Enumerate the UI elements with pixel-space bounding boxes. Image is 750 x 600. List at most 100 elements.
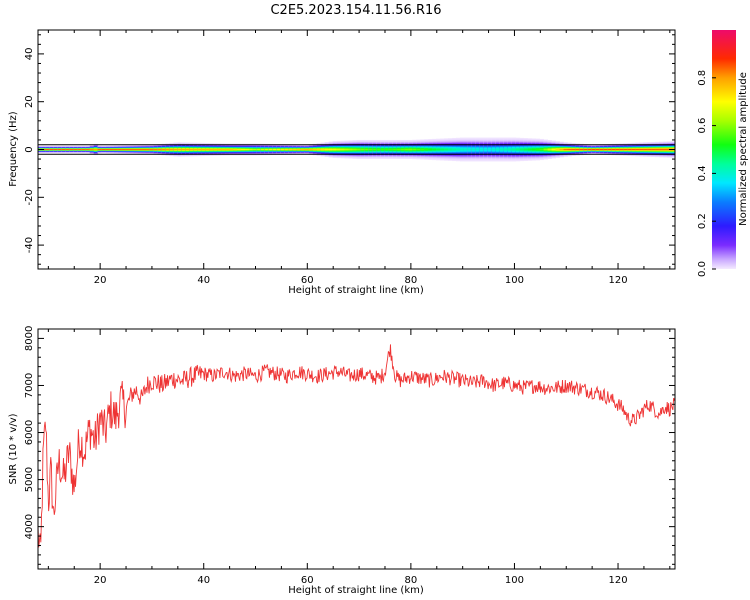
spectrogram-y-tick-label: 20 <box>24 95 35 108</box>
snr-y-tick-label: 5000 <box>24 467 35 492</box>
spectrogram-cell <box>396 149 401 151</box>
colorbar-ticks: 0.0 0.2 0.4 0.6 0.8 <box>697 70 716 277</box>
spectrogram-cell <box>356 149 361 151</box>
spectrogram-cell <box>300 149 306 151</box>
spectrogram-cell <box>571 149 576 151</box>
spectrogram-cell <box>105 149 111 151</box>
spectrogram-cell <box>292 149 298 151</box>
spectrogram-cell <box>444 149 449 151</box>
spectrogram-cell <box>197 149 202 151</box>
spectrogram-cell <box>555 149 560 151</box>
spectrogram-cell <box>205 149 210 151</box>
snr-axes: 20 40 60 80 100 120 4000 5000 6000 7000 8000 <box>24 326 675 586</box>
spectrogram-cell <box>260 149 266 151</box>
snr-y-label: SNR (10 * v/v) <box>8 413 19 484</box>
spectrogram-cell <box>639 149 644 151</box>
spectrogram-cell <box>511 149 517 151</box>
snr-y-tick-label: 6000 <box>24 420 35 445</box>
spectrogram-cell <box>85 149 91 151</box>
spectrogram-cell <box>527 149 533 151</box>
snr-x-tick-label: 80 <box>405 575 418 586</box>
spectrogram-cell <box>360 149 365 151</box>
spectrogram-cell <box>209 149 214 151</box>
spectrogram-cell <box>241 149 246 151</box>
spectrogram-cell <box>531 149 537 151</box>
spectrogram-cell <box>57 149 63 151</box>
spectrogram-cell <box>424 149 429 151</box>
snr-x-tick-label: 60 <box>301 575 314 586</box>
spectrogram-cell <box>547 149 552 151</box>
spectrogram-x-tick-label: 120 <box>608 275 627 286</box>
spectrogram-cell <box>272 149 278 151</box>
spectrogram-cell <box>161 149 166 151</box>
spectrogram-cell <box>65 149 71 151</box>
spectrogram-cell <box>157 149 162 151</box>
spectrogram-cell <box>575 149 580 151</box>
spectrogram-cell <box>583 149 588 151</box>
spectrogram-cell <box>623 149 628 151</box>
spectrogram-cell <box>77 149 83 151</box>
spectrogram-cell <box>264 149 270 151</box>
spectrogram-cell <box>173 149 178 151</box>
spectrogram-cell <box>479 149 485 151</box>
spectrogram-cell <box>432 149 437 151</box>
spectrogram-cell <box>647 149 652 151</box>
spectrogram-cell <box>165 149 170 151</box>
spectrogram-cell <box>364 149 369 151</box>
snr-x-tick-label: 20 <box>94 575 107 586</box>
snr-x-label: Height of straight line (km) <box>288 585 424 596</box>
spectrogram-cell <box>523 149 529 151</box>
spectrogram-x-tick-label: 40 <box>197 275 210 286</box>
spectrogram-cell <box>499 149 505 151</box>
spectrogram-cell <box>340 149 345 151</box>
spectrogram-cell <box>655 149 660 151</box>
spectrogram-cell <box>543 149 548 151</box>
spectrogram-cell <box>519 149 525 151</box>
spectrogram-x-tick-label: 80 <box>405 275 418 286</box>
spectrogram-cell <box>440 149 445 151</box>
spectrogram-cell <box>595 149 600 151</box>
spectrogram-cell <box>539 149 545 151</box>
spectrogram-cell <box>448 149 453 151</box>
spectrogram-cell <box>388 149 393 151</box>
spectrogram-cell <box>284 149 290 151</box>
spectrogram-cell <box>113 149 119 151</box>
spectrogram-cell <box>308 149 314 151</box>
spectrogram-cell <box>607 149 612 151</box>
spectrogram-cell <box>452 149 457 151</box>
spectrogram-cell <box>384 149 389 151</box>
spectrogram-cell <box>69 149 75 151</box>
spectrogram-cell <box>201 149 206 151</box>
spectrogram-cell <box>567 149 572 151</box>
spectrogram-cell <box>619 149 624 151</box>
spectrogram-cell <box>336 149 341 151</box>
spectrogram-cell <box>420 149 425 151</box>
colorbar-tick-label: 0.2 <box>697 213 708 229</box>
spectrogram-x-tick-label: 20 <box>94 275 107 286</box>
spectrogram-y-label: Frequency (Hz) <box>8 111 19 187</box>
colorbar-label: Normalized spectral amplitude <box>738 72 749 226</box>
spectrogram-cell <box>603 149 608 151</box>
spectrogram-cell <box>49 149 55 151</box>
spectrogram-cell <box>535 149 541 151</box>
spectrogram-cell <box>463 149 469 151</box>
spectrogram-cell <box>491 149 497 151</box>
spectrogram-cell <box>651 149 656 151</box>
spectrogram-cell <box>611 149 616 151</box>
spectrogram-cell <box>659 149 664 151</box>
spectrogram-cell <box>428 149 433 151</box>
spectrogram-y-tick-label: -20 <box>24 189 35 205</box>
colorbar-tick-label: 0.8 <box>697 70 708 86</box>
spectrogram-cell <box>109 149 115 151</box>
spectrogram-cell <box>352 149 357 151</box>
spectrogram-cell <box>304 149 310 151</box>
spectrogram-cell <box>133 149 138 151</box>
spectrogram-cell <box>635 149 640 151</box>
spectrogram-cell <box>328 149 334 151</box>
chart-title: C2E5.2023.154.11.56.R16 <box>270 3 441 18</box>
spectrogram-cell <box>368 149 373 151</box>
spectrogram-cell <box>296 149 302 151</box>
spectrogram-cell <box>475 149 481 151</box>
spectrogram-cell <box>221 149 226 151</box>
